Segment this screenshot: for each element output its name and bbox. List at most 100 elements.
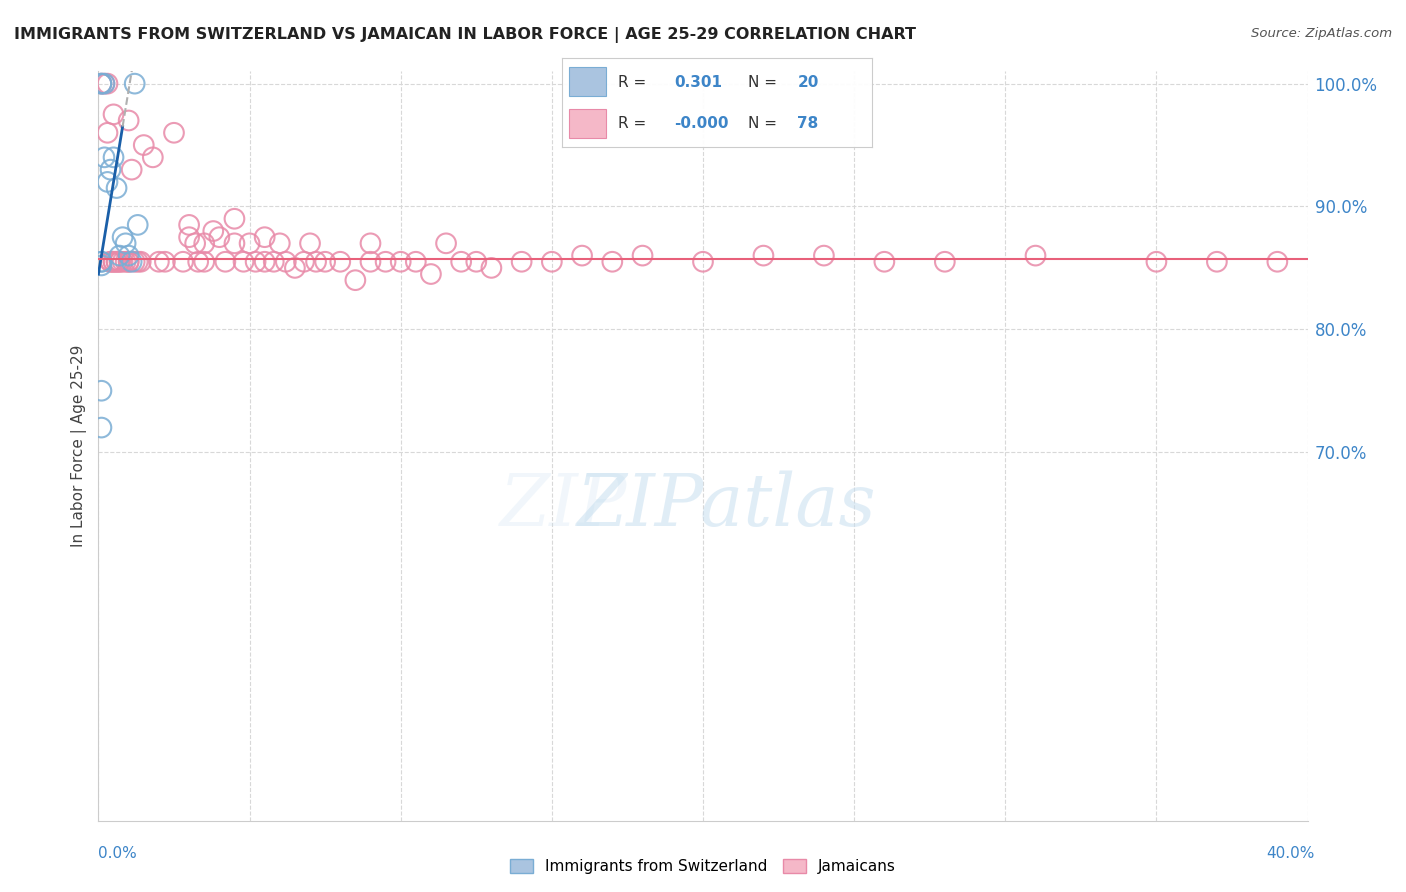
Point xyxy=(124,77,146,91)
Point xyxy=(100,254,122,268)
Text: 78: 78 xyxy=(797,116,818,130)
Text: N =: N = xyxy=(748,75,778,89)
Point xyxy=(329,254,352,268)
Point xyxy=(692,254,714,268)
Point xyxy=(153,254,176,268)
Point xyxy=(148,254,170,268)
Point xyxy=(96,175,118,189)
Point xyxy=(813,249,835,263)
Point xyxy=(510,254,533,268)
Point xyxy=(269,236,291,251)
Text: 40.0%: 40.0% xyxy=(1267,846,1315,861)
Point xyxy=(239,236,262,251)
Point xyxy=(602,254,624,268)
Point xyxy=(172,254,194,268)
Point xyxy=(90,420,112,434)
Point xyxy=(1206,254,1229,268)
Point xyxy=(224,211,246,226)
Text: ZIPatlas: ZIPatlas xyxy=(578,471,877,541)
Point xyxy=(299,236,322,251)
Point xyxy=(631,249,654,263)
Point xyxy=(129,254,152,268)
Point xyxy=(90,77,112,91)
Point xyxy=(450,254,472,268)
Point xyxy=(105,254,128,268)
Point xyxy=(314,254,336,268)
Text: R =: R = xyxy=(619,75,647,89)
Point xyxy=(90,77,112,91)
Point xyxy=(389,254,412,268)
Point xyxy=(93,150,115,164)
Point xyxy=(118,113,141,128)
Legend: Immigrants from Switzerland, Jamaicans: Immigrants from Switzerland, Jamaicans xyxy=(503,853,903,880)
Point xyxy=(179,218,201,232)
Point xyxy=(132,138,155,153)
Point xyxy=(100,254,122,268)
Point xyxy=(105,181,128,195)
Text: N =: N = xyxy=(748,116,778,130)
Point xyxy=(202,224,225,238)
Point xyxy=(934,254,956,268)
Point xyxy=(93,77,115,91)
Point xyxy=(114,236,136,251)
Point xyxy=(540,254,562,268)
Point xyxy=(1144,254,1167,268)
Point xyxy=(184,236,207,251)
Point xyxy=(111,230,134,244)
Point xyxy=(103,254,125,268)
Y-axis label: In Labor Force | Age 25-29: In Labor Force | Age 25-29 xyxy=(72,345,87,547)
Point xyxy=(111,254,134,268)
Point xyxy=(103,254,125,268)
Point xyxy=(124,254,146,268)
Point xyxy=(142,150,165,164)
Point xyxy=(232,254,254,268)
Text: 0.301: 0.301 xyxy=(673,75,721,89)
Point xyxy=(420,267,443,281)
Point xyxy=(873,254,896,268)
Text: -0.000: -0.000 xyxy=(673,116,728,130)
Text: 0.0%: 0.0% xyxy=(98,846,138,861)
Point xyxy=(434,236,457,251)
Point xyxy=(752,249,775,263)
Point xyxy=(1267,254,1289,268)
Point xyxy=(105,254,128,268)
Point xyxy=(481,260,503,275)
Point xyxy=(179,230,201,244)
Bar xyxy=(568,67,606,96)
Point xyxy=(214,254,236,268)
Point xyxy=(344,273,367,287)
Point xyxy=(108,249,131,263)
Point xyxy=(108,254,131,268)
Point xyxy=(305,254,328,268)
Point xyxy=(118,249,141,263)
Point xyxy=(96,77,118,91)
Point xyxy=(127,218,149,232)
Point xyxy=(253,254,276,268)
Point xyxy=(208,230,231,244)
Point xyxy=(103,150,125,164)
Point xyxy=(163,126,186,140)
Point xyxy=(90,254,112,268)
Text: 20: 20 xyxy=(797,75,818,89)
Point xyxy=(100,162,122,177)
Point xyxy=(245,254,267,268)
Point xyxy=(465,254,488,268)
Point xyxy=(193,254,215,268)
Point xyxy=(90,254,112,268)
Point xyxy=(96,126,118,140)
Point xyxy=(121,162,143,177)
Point xyxy=(90,384,112,398)
Point xyxy=(103,107,125,121)
Point xyxy=(90,77,112,91)
Point xyxy=(263,254,285,268)
Point xyxy=(274,254,297,268)
Point xyxy=(114,254,136,268)
Point xyxy=(1024,249,1046,263)
Point xyxy=(292,254,315,268)
Point xyxy=(405,254,427,268)
Point xyxy=(360,254,382,268)
Bar xyxy=(568,109,606,138)
Point xyxy=(187,254,209,268)
Point xyxy=(127,254,149,268)
Point xyxy=(360,236,382,251)
